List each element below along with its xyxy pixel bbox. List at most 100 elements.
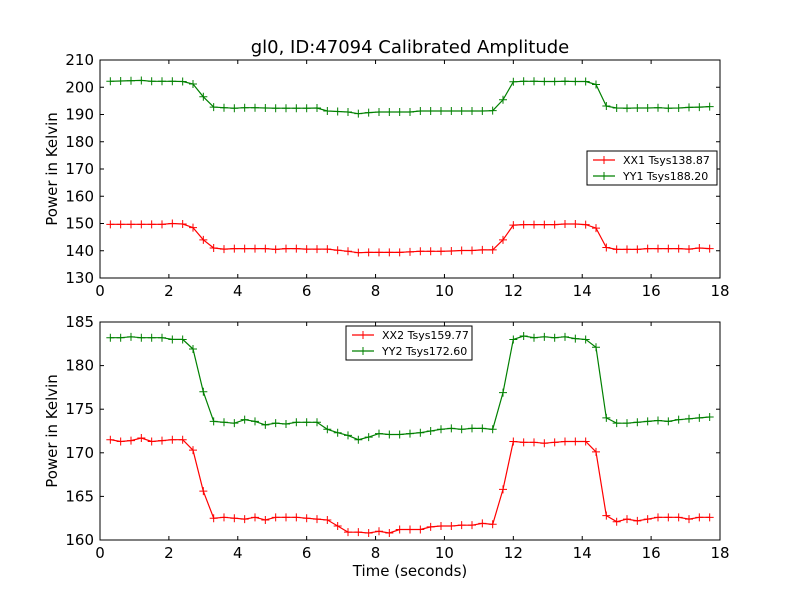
data-point <box>106 333 115 342</box>
data-point <box>127 220 135 229</box>
data-point <box>199 387 208 396</box>
x-tick-label: 6 <box>302 282 312 300</box>
chart-2: 0 2 4 6 8 10 12 14 16 18 160 165 170 175 180 185 Power i… <box>43 313 730 580</box>
legend-marker <box>600 156 608 164</box>
y-tick-label: 180 <box>65 357 94 375</box>
data-point <box>313 103 321 112</box>
data-point <box>416 106 425 115</box>
data-point <box>158 436 166 445</box>
data-point <box>468 424 476 433</box>
data-point <box>519 438 528 447</box>
data-point <box>685 103 693 112</box>
data-point <box>540 439 549 448</box>
data-point <box>189 223 197 232</box>
x-tick-label: 16 <box>642 544 661 562</box>
data-point <box>581 220 590 229</box>
data-point <box>251 513 259 522</box>
data-point <box>674 103 683 112</box>
data-point <box>189 446 197 455</box>
data-point <box>323 245 332 254</box>
data-point <box>271 513 280 522</box>
data-point <box>199 92 208 101</box>
data-point <box>271 245 280 254</box>
axes-frame <box>99 321 721 541</box>
y-tick-label: 130 <box>65 269 94 287</box>
data-point <box>437 106 445 115</box>
data-point <box>654 416 662 425</box>
data-point <box>282 420 290 429</box>
data-point <box>240 415 249 424</box>
data-point <box>364 433 373 442</box>
data-point <box>530 333 538 342</box>
data-point <box>643 244 652 253</box>
data-point <box>488 245 497 254</box>
data-point <box>612 419 621 428</box>
data-point <box>354 109 363 118</box>
data-point <box>385 430 394 439</box>
x-tick-label: 4 <box>233 544 243 562</box>
data-point <box>127 436 135 445</box>
data-point <box>333 107 342 116</box>
data-point <box>395 525 404 534</box>
data-point <box>540 332 549 341</box>
data-point <box>571 437 580 446</box>
data-point <box>251 417 259 426</box>
y-tick-label: 160 <box>65 531 94 549</box>
y-tick-label: 170 <box>65 160 94 178</box>
x-tick-label: 8 <box>371 282 381 300</box>
data-point <box>292 104 301 113</box>
x-tick-label: 18 <box>710 544 729 562</box>
data-point <box>664 417 673 426</box>
x-tick-label: 18 <box>710 282 729 300</box>
data-point <box>437 247 445 256</box>
data-point <box>437 425 445 434</box>
data-point <box>354 435 363 444</box>
data-point <box>323 515 332 524</box>
data-point <box>395 248 404 257</box>
data-point <box>664 513 673 522</box>
x-axis-label: Time (seconds) <box>352 562 468 580</box>
data-point <box>230 419 239 428</box>
data-point <box>375 248 383 257</box>
series-1 <box>106 219 714 257</box>
data-point <box>592 447 600 456</box>
data-point <box>282 244 290 253</box>
data-point <box>674 244 683 253</box>
data-point <box>147 77 156 86</box>
data-point <box>499 388 507 397</box>
data-point <box>561 220 569 229</box>
data-point <box>261 103 270 112</box>
legend: XX1 Tsys138.87 YY1 Tsys188.20 <box>586 150 718 186</box>
data-point <box>364 108 373 117</box>
data-point <box>447 522 456 531</box>
data-point <box>550 333 559 342</box>
data-point <box>344 108 352 117</box>
data-point <box>251 103 259 112</box>
data-point <box>581 437 590 446</box>
data-point <box>168 335 177 344</box>
data-point <box>178 335 187 344</box>
data-point <box>240 103 249 112</box>
data-point <box>354 528 363 537</box>
data-point <box>571 334 580 343</box>
x-tick-label: 2 <box>164 544 174 562</box>
data-point <box>695 244 704 253</box>
legend-box <box>345 325 473 361</box>
data-point <box>623 104 631 113</box>
data-point <box>168 77 177 86</box>
legend: XX2 Tsys159.77 YY2 Tsys172.60 <box>345 325 473 361</box>
data-point <box>468 521 476 530</box>
data-point <box>416 525 425 534</box>
data-point <box>199 235 208 244</box>
data-point <box>127 76 135 85</box>
data-point <box>530 438 538 447</box>
data-point <box>116 437 125 446</box>
data-point <box>189 345 197 354</box>
data-point <box>406 429 414 438</box>
data-point <box>426 427 435 435</box>
data-point <box>664 244 673 253</box>
data-point <box>695 513 704 522</box>
data-point <box>230 244 239 253</box>
data-point <box>592 80 600 89</box>
